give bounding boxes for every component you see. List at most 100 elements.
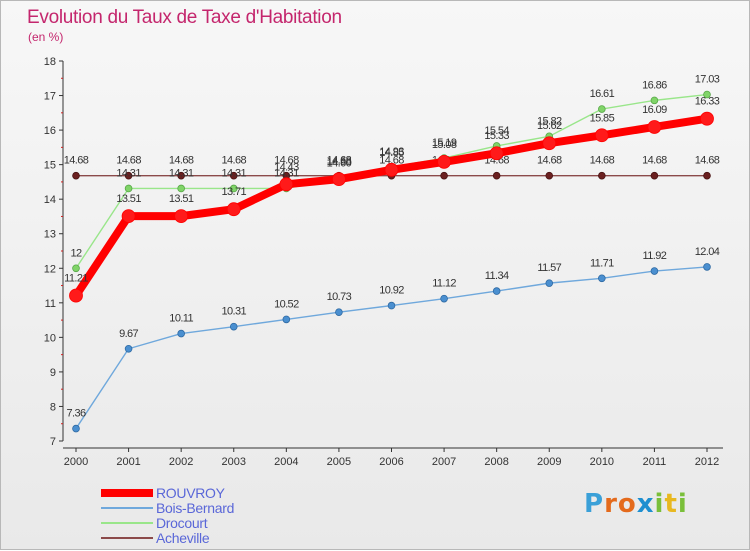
data-point-drocourt [229,184,238,193]
data-label-rouvroy: 14.85 [379,147,404,159]
x-tick-label: 2008 [484,456,508,468]
data-label-acheville: 14.68 [537,155,562,167]
data-point-rouvroy [594,128,609,143]
legend-swatch-bois-bernard [101,507,153,509]
x-tick-label: 2002 [169,456,193,468]
data-label-bois-bernard: 9.67 [119,328,138,340]
data-point-drocourt [703,90,711,99]
x-tick-label: 2005 [327,456,351,468]
legend-swatch-acheville [101,537,153,539]
data-point-drocourt [650,96,659,105]
y-tick-label: 11 [45,298,56,310]
data-label-bois-bernard: 10.11 [169,313,193,325]
legend-label-rouvroy: ROUVROY [156,485,225,501]
data-label-rouvroy: 14.43 [274,161,299,173]
data-point-acheville [492,171,501,180]
y-tick-label: 8 [50,401,56,413]
logo-letter: t [664,489,678,519]
legend-swatch-rouvroy [101,489,153,497]
y-tick-label: 13 [44,229,56,241]
y-tick-label: 14 [44,194,56,206]
data-point-rouvroy [437,154,451,169]
data-label-acheville: 14.68 [221,155,246,167]
logo-letter: P [584,489,605,519]
data-point-acheville [229,171,238,180]
data-point-rouvroy [174,209,189,224]
data-point-bois-bernard [650,267,659,275]
legend-label-acheville: Acheville [156,530,210,546]
unit-label: (en %) [28,30,64,44]
data-point-drocourt [598,105,606,113]
legend-item-bois-bernard: Bois-Bernard [101,500,301,516]
data-label-rouvroy: 15.08 [432,139,457,151]
data-label-bois-bernard: 10.52 [274,298,299,310]
legend-label-bois-bernard: Bois-Bernard [156,500,235,516]
data-label-drocourt: 14.31 [169,167,194,179]
logo-letter: x [636,489,655,519]
data-label-acheville: 14.68 [695,155,720,167]
y-tick-label: 17 [44,91,56,103]
data-label-bois-bernard: 10.73 [327,291,352,303]
data-label-drocourt: 14.31 [116,167,141,179]
logo-letter: o [617,489,637,519]
data-label-drocourt: 16.61 [590,88,615,100]
data-label-rouvroy: 16.09 [642,104,667,116]
y-tick-label: 7 [50,436,56,448]
data-label-bois-bernard: 7.36 [66,408,85,420]
x-tick-label: 2004 [274,456,298,468]
data-point-bois-bernard [492,287,501,295]
data-label-rouvroy: 11.21 [64,273,88,285]
y-tick-label: 12 [44,263,56,275]
data-point-rouvroy [647,120,662,134]
x-tick-label: 2009 [537,456,561,468]
x-tick-label: 2003 [222,456,246,468]
chart-title: Evolution du Taux de Taxe d'Habitation [27,7,342,28]
x-tick-label: 2000 [64,456,88,468]
data-point-bois-bernard [387,301,396,310]
data-label-bois-bernard: 10.92 [379,285,404,297]
data-point-acheville [440,171,448,180]
data-point-acheville [124,171,133,180]
data-label-acheville: 14.68 [327,155,352,167]
legend-label-drocourt: Drocourt [156,515,208,531]
data-label-drocourt: 14.31 [221,167,246,179]
data-point-acheville [703,171,711,180]
data-point-rouvroy [279,177,294,192]
data-label-rouvroy: 15.62 [537,120,562,132]
data-label-rouvroy: 13.51 [116,193,141,205]
data-point-bois-bernard [335,308,343,316]
data-label-acheville: 14.68 [642,155,667,167]
data-label-bois-bernard: 11.57 [537,262,561,274]
logo-letter: r [604,489,618,519]
data-label-rouvroy: 15.33 [484,130,509,142]
data-point-rouvroy [542,136,557,151]
x-tick-label: 2012 [695,456,719,468]
data-label-drocourt: 14.93 [379,146,404,158]
data-point-rouvroy [489,146,504,161]
data-point-rouvroy [121,209,136,224]
logo-letter: i [677,489,688,519]
y-tick-label: 9 [50,367,56,379]
data-point-rouvroy [700,111,714,126]
data-point-bois-bernard [72,424,80,433]
data-point-acheville [177,171,185,180]
x-tick-label: 2001 [116,456,140,468]
y-tick-label: 15 [44,160,56,172]
data-point-bois-bernard [703,263,711,271]
legend-swatch-drocourt [101,522,153,524]
y-tick-label: 10 [44,332,56,344]
data-label-acheville: 14.68 [116,155,141,167]
data-point-acheville [72,171,80,180]
data-label-drocourt: 12 [70,247,82,259]
legend: ROUVROY Bois-Bernard Drocourt Acheville [101,485,301,546]
data-label-drocourt: 15.19 [432,137,457,149]
legend-item-drocourt: Drocourt [101,515,301,531]
data-point-acheville [650,171,659,180]
x-tick-label: 2007 [432,456,456,468]
data-label-drocourt: 14.60 [327,157,352,169]
data-point-drocourt [124,184,133,193]
data-point-drocourt [72,264,80,273]
y-tick-label: 16 [44,125,56,137]
